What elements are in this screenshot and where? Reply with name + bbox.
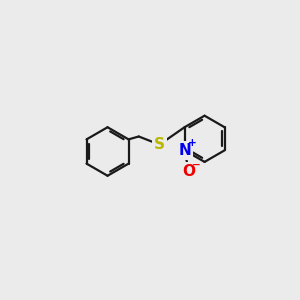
Text: +: + [188, 138, 196, 148]
Text: −: − [192, 160, 201, 170]
Text: N: N [178, 143, 191, 158]
Text: O: O [182, 164, 195, 178]
Text: S: S [154, 137, 165, 152]
